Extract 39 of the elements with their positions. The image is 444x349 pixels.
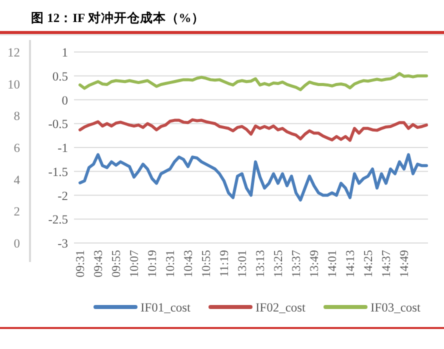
- y-tick-label: -0.5: [48, 117, 68, 132]
- x-tick-label: 13:37: [289, 250, 303, 278]
- x-tick-label: 10:55: [199, 250, 213, 278]
- x-tick-label: 13:49: [307, 250, 321, 278]
- y-tick-label: -1.5: [48, 164, 68, 179]
- x-tick-label: 09:31: [73, 250, 87, 278]
- x-tick-label: 10:43: [181, 250, 195, 278]
- y-tick-label: 0: [62, 93, 68, 108]
- x-tick-label: 10:19: [145, 250, 159, 278]
- x-tick-label: 13:25: [271, 250, 285, 278]
- y-tick-label: 0.5: [52, 69, 68, 84]
- chart-title: 图 12：IF 对冲开仓成本（%）: [31, 11, 204, 25]
- x-tick-label: 14:25: [361, 250, 375, 278]
- x-tick-label: 11:19: [217, 250, 231, 277]
- x-tick-label: 10:07: [127, 250, 141, 278]
- x-tick-label: 13:13: [253, 250, 267, 278]
- legend-label: IF02_cost: [256, 300, 306, 314]
- y-tick-label: -1: [58, 141, 68, 155]
- x-tick-label: 09:55: [109, 250, 123, 278]
- y2-tick-label: 6: [14, 141, 20, 155]
- y-tick-label: -3: [58, 236, 68, 250]
- legend-label: IF03_cost: [370, 300, 422, 314]
- legend-label: IF01_cost: [140, 300, 192, 314]
- y2-tick-label: 2: [14, 204, 20, 219]
- y2-tick-label: 8: [14, 109, 20, 124]
- x-tick-label: 14:49: [397, 250, 411, 278]
- x-tick-label: 10:31: [163, 250, 177, 278]
- x-tick-label: 13:01: [235, 250, 249, 278]
- y-tick-label: -2.5: [48, 212, 68, 227]
- x-tick-label: 09:43: [91, 250, 105, 278]
- x-tick-label: 14:37: [379, 250, 393, 278]
- y-tick-label: -2: [58, 188, 68, 203]
- x-tick-label: 14:01: [325, 250, 339, 278]
- x-tick-label: 14:13: [343, 250, 357, 278]
- y2-tick-label: 12: [8, 46, 20, 60]
- y2-tick-label: 10: [8, 77, 20, 92]
- y-tick-label: 1: [62, 46, 68, 60]
- y2-tick-label: 0: [14, 236, 20, 250]
- y2-tick-label: 4: [14, 172, 21, 187]
